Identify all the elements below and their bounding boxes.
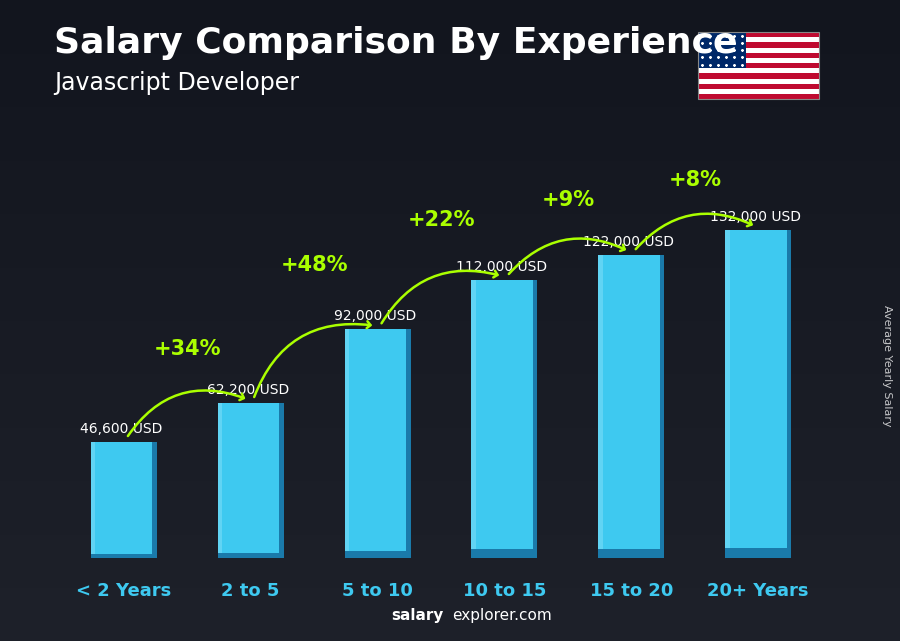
Bar xyxy=(279,403,284,558)
Text: salary: salary xyxy=(392,608,444,623)
Text: 92,000 USD: 92,000 USD xyxy=(334,309,416,323)
Text: Salary Comparison By Experience: Salary Comparison By Experience xyxy=(54,26,737,60)
Bar xyxy=(698,94,819,99)
Bar xyxy=(698,32,746,69)
Bar xyxy=(698,79,819,84)
Bar xyxy=(218,553,284,558)
Bar xyxy=(218,403,284,558)
Text: 20+ Years: 20+ Years xyxy=(707,583,809,601)
Bar xyxy=(698,63,819,69)
Text: +9%: +9% xyxy=(541,190,594,210)
Text: +8%: +8% xyxy=(669,171,721,190)
Bar xyxy=(598,549,664,558)
Text: 2 to 5: 2 to 5 xyxy=(221,583,280,601)
Text: explorer.com: explorer.com xyxy=(452,608,552,623)
Bar xyxy=(660,255,664,558)
Bar xyxy=(152,442,157,558)
Bar xyxy=(698,84,819,89)
Bar xyxy=(725,230,791,558)
Bar xyxy=(725,230,730,558)
Bar xyxy=(345,551,410,558)
Bar xyxy=(91,442,157,558)
Bar xyxy=(698,89,819,94)
Bar xyxy=(725,548,791,558)
Bar xyxy=(698,47,819,53)
Bar xyxy=(406,329,410,558)
Bar xyxy=(91,554,157,558)
Bar xyxy=(698,69,819,74)
Bar xyxy=(91,442,95,558)
Text: 15 to 20: 15 to 20 xyxy=(590,583,673,601)
Text: 112,000 USD: 112,000 USD xyxy=(456,260,547,274)
Text: Average Yearly Salary: Average Yearly Salary xyxy=(881,304,892,426)
Text: 46,600 USD: 46,600 USD xyxy=(80,422,162,436)
Text: +48%: +48% xyxy=(281,255,348,275)
Text: Javascript Developer: Javascript Developer xyxy=(54,71,299,94)
Bar xyxy=(472,279,476,558)
Text: 5 to 10: 5 to 10 xyxy=(342,583,413,601)
Bar xyxy=(345,329,349,558)
Bar xyxy=(472,279,537,558)
Bar xyxy=(698,58,819,63)
Text: 10 to 15: 10 to 15 xyxy=(463,583,546,601)
Text: < 2 Years: < 2 Years xyxy=(76,583,171,601)
Bar xyxy=(345,329,410,558)
Bar xyxy=(698,32,819,37)
Bar xyxy=(218,403,222,558)
Bar xyxy=(698,42,819,47)
Text: 122,000 USD: 122,000 USD xyxy=(583,235,674,249)
Text: 62,200 USD: 62,200 USD xyxy=(207,383,289,397)
Bar xyxy=(787,230,791,558)
Bar xyxy=(698,37,819,42)
Text: +34%: +34% xyxy=(154,338,221,359)
Bar xyxy=(533,279,537,558)
Bar xyxy=(472,549,537,558)
Text: 132,000 USD: 132,000 USD xyxy=(710,210,801,224)
Bar xyxy=(598,255,603,558)
Bar xyxy=(698,74,819,79)
Bar xyxy=(698,53,819,58)
Text: +22%: +22% xyxy=(407,210,475,230)
Bar xyxy=(598,255,664,558)
